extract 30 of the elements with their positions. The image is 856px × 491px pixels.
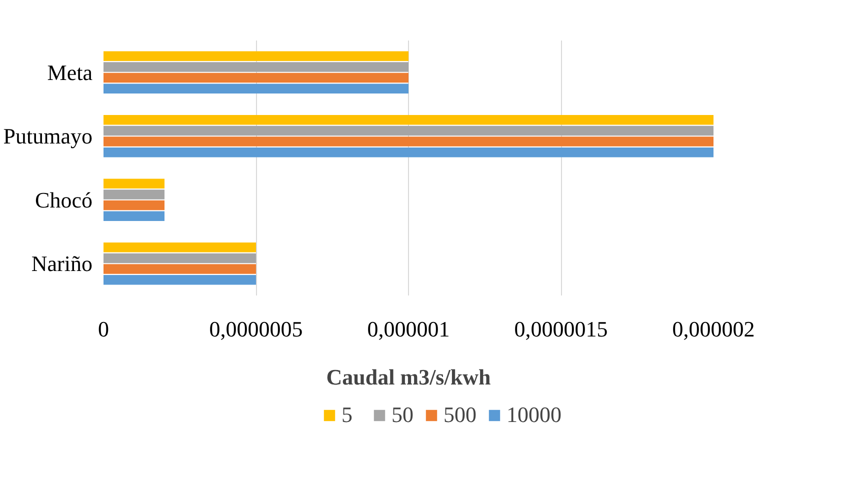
y-tick-label: Putumayo — [3, 124, 93, 149]
bar — [104, 275, 256, 285]
bar — [104, 200, 164, 210]
bar — [104, 72, 408, 83]
bar — [104, 178, 164, 188]
y-tick-label: Chocó — [35, 187, 93, 212]
legend-label: 5 — [342, 402, 354, 428]
bar — [104, 264, 256, 274]
bar — [104, 253, 256, 264]
bar — [104, 126, 714, 136]
legend-label: 10000 — [506, 402, 562, 428]
bar — [104, 242, 256, 252]
bar — [104, 136, 714, 146]
x-tick-label: 0,0000005 — [209, 316, 303, 342]
x-tick-label: 0,000001 — [367, 316, 450, 342]
bar — [104, 84, 408, 94]
x-axis-title: Caudal m3/s/kwh — [326, 364, 491, 390]
x-tick-label: 0 — [98, 316, 109, 342]
legend-label: 500 — [444, 402, 476, 428]
y-tick-label: Meta — [47, 60, 93, 85]
x-tick-label: 0,0000015 — [514, 316, 608, 342]
bar — [104, 211, 164, 222]
x-tick-label: 0,000002 — [672, 316, 755, 342]
legend-label: 50 — [392, 402, 414, 428]
bar — [104, 148, 714, 158]
bar — [104, 114, 714, 125]
y-tick-label: Nariño — [31, 251, 93, 276]
bar — [104, 62, 408, 72]
bar — [104, 190, 164, 200]
bar — [104, 51, 408, 61]
